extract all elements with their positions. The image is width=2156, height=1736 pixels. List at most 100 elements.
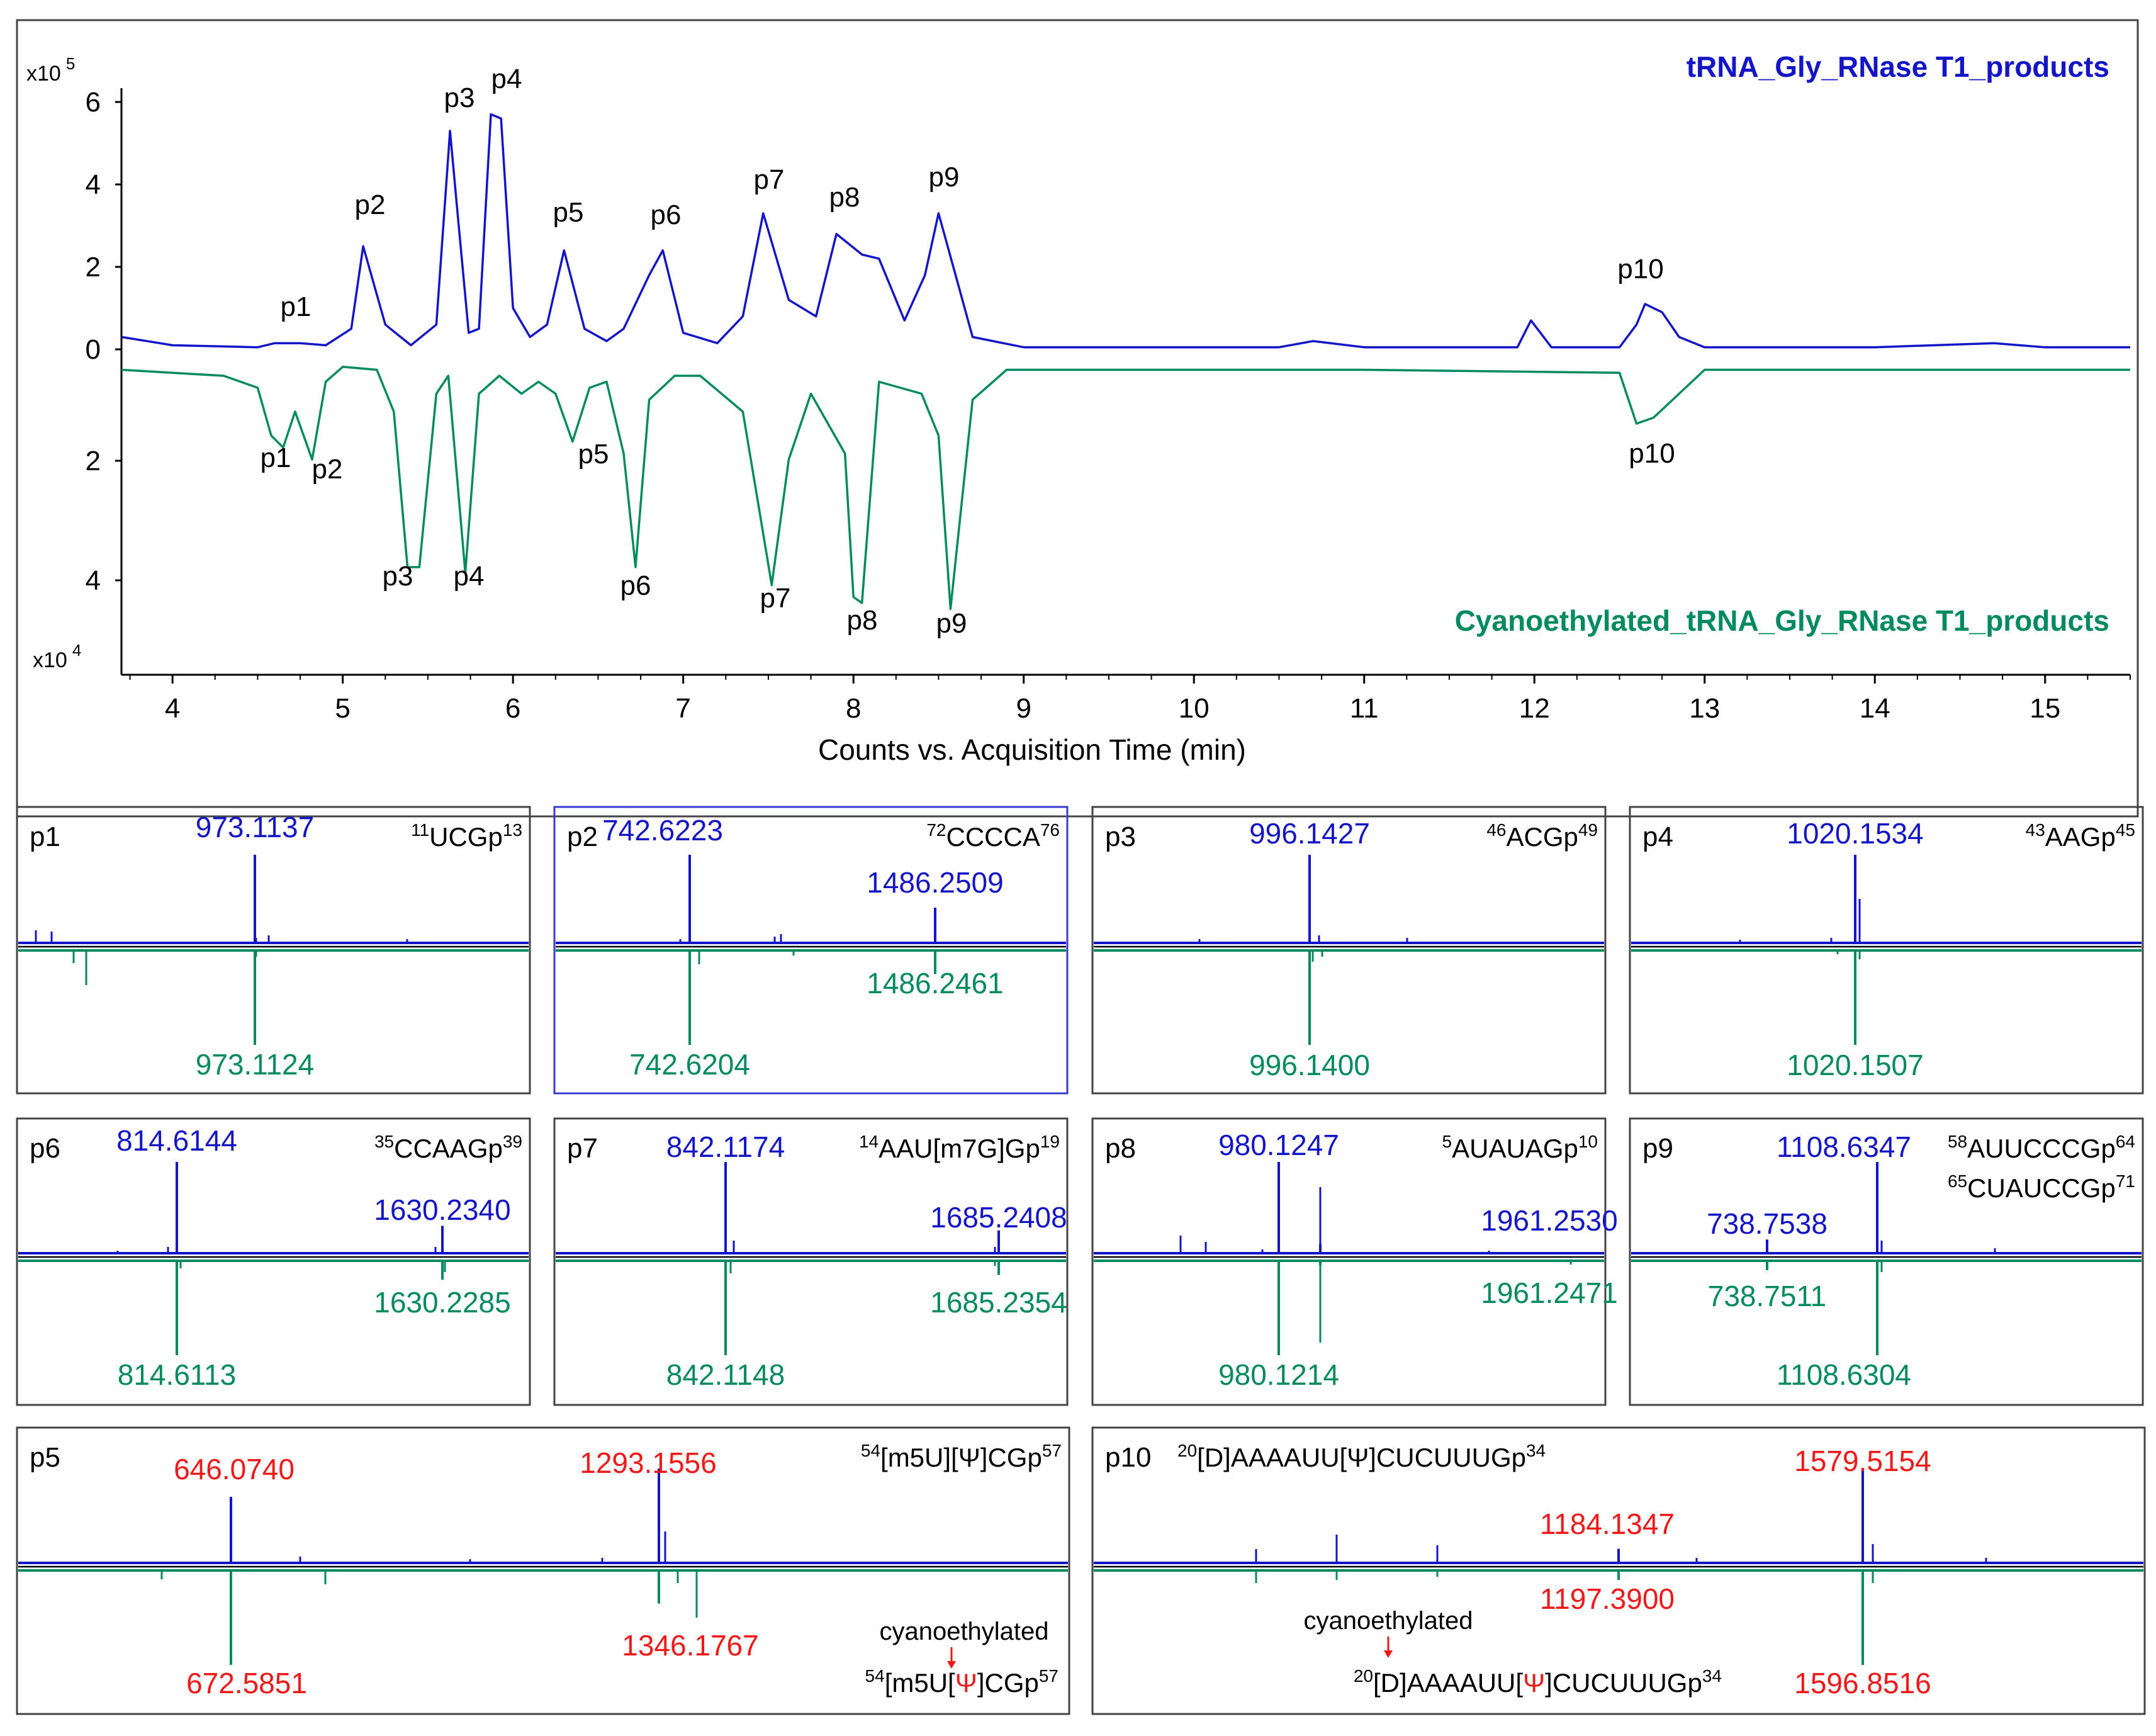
sequence-label: 46ACGp49	[1486, 820, 1598, 852]
panel-id: p10	[1105, 1442, 1151, 1473]
scale-top-label: x10 5	[26, 54, 75, 86]
mz-label-top: 1685.2408	[930, 1201, 1067, 1234]
panel-id: p9	[1642, 1133, 1673, 1164]
y-tick-label: 2	[86, 446, 101, 476]
peak-label: p9	[936, 608, 967, 639]
spectrum-panel-p6: 814.6144 814.6113 1630.2340 1630.2285 p6 35CC…	[16, 1117, 531, 1406]
spectrum-panel-p4: 1020.1534 1020.1507 p4 43AAGp45	[1629, 806, 2144, 1095]
mz-label-bottom: 738.7511	[1708, 1280, 1826, 1312]
sequence-label: 58AUUCCCGp64	[1948, 1132, 2135, 1163]
peak-label: p3	[383, 561, 413, 592]
modified-sequence-label: 20[D]AAAAUU[Ψ]CUCUUUGp34	[1354, 1666, 1722, 1698]
mz-label-top: 738.7538	[1707, 1207, 1828, 1240]
panel-id: p8	[1105, 1133, 1136, 1164]
y-tick-label: 4	[86, 565, 101, 596]
peak-label: p5	[578, 439, 609, 470]
panel-id: p6	[30, 1133, 60, 1164]
mz-label-bottom: 742.6204	[629, 1048, 750, 1081]
modified-sequence-label: 54[m5U[Ψ]CGp57	[865, 1666, 1058, 1698]
panel-id: p5	[30, 1442, 60, 1473]
y-tick-label: 0	[86, 334, 101, 365]
sequence-label: 54[m5U][Ψ]CGp57	[861, 1441, 1062, 1472]
chromatogram-frame	[16, 19, 2139, 818]
mz-label-top: 973.1137	[196, 811, 314, 843]
peak-label: p4	[491, 64, 522, 94]
panel-id: p3	[1105, 821, 1136, 852]
panel-frame	[553, 806, 1069, 1095]
mz-label-top: 1630.2340	[374, 1193, 510, 1226]
mz-label-bottom: 1685.2354	[930, 1286, 1067, 1319]
mz-label-bottom: 672.5851	[186, 1667, 307, 1699]
mod-arrow-head	[1384, 1650, 1393, 1658]
x-tick-label: 4	[165, 693, 180, 724]
mz-label-bottom: 1108.6304	[1777, 1358, 1911, 1391]
mz-label-top: 1184.1347	[1540, 1508, 1675, 1540]
mz-label-top: 842.1174	[666, 1130, 785, 1163]
peak-label: p10	[1629, 438, 1675, 469]
sequence-label: 43AAGp45	[2026, 820, 2135, 852]
panel-frame	[1629, 1117, 2144, 1406]
mz-label-top: 996.1427	[1249, 817, 1370, 850]
mz-label-bottom: 814.6113	[118, 1358, 236, 1391]
mz-label-top: 814.6144	[116, 1124, 237, 1157]
mz-label-bottom: 842.1148	[666, 1358, 785, 1391]
x-tick-label: 15	[2030, 693, 2060, 724]
mz-label-bottom: 1197.3900	[1540, 1582, 1675, 1615]
panel-frame	[16, 1426, 1070, 1715]
panel-frame	[1091, 1117, 1607, 1406]
spectrum-panel-p8: 980.1247 980.1214 1961.2530 1961.2471 p8 5AUA…	[1091, 1117, 1618, 1406]
peak-label: p7	[760, 583, 791, 614]
x-tick-label: 5	[335, 693, 350, 724]
sequence-label: 35CCAAGp39	[374, 1132, 522, 1163]
peak-label: p9	[929, 162, 960, 193]
sequence-label: 5AUAUAGp10	[1442, 1132, 1598, 1163]
scale-bottom-label: x10 4	[33, 641, 81, 672]
y-ticks-bottom: 2 4	[86, 446, 121, 596]
panel-id: p7	[567, 1133, 598, 1164]
peak-label: p4	[454, 561, 485, 592]
peak-label: p10	[1617, 254, 1663, 285]
spectrum-panel-p7: 842.1174 842.1148 1685.2408 1685.2354 p7 14AA…	[553, 1117, 1069, 1406]
panel-id: p4	[1642, 821, 1673, 852]
panel-frame	[1091, 1426, 2146, 1715]
peak-label: p8	[829, 182, 860, 213]
top-trace-title: tRNA_Gly_RNase T1_products	[1687, 50, 2109, 83]
mz-label-top: 1579.5154	[1794, 1445, 1931, 1477]
sequence-label: 14AAU[m7G]Gp19	[859, 1132, 1060, 1163]
mz-label-bottom: 980.1214	[1218, 1358, 1339, 1391]
mz-label-top: 742.6223	[602, 814, 723, 847]
panel-frame	[1629, 806, 2144, 1095]
mz-label-bottom: 1346.1767	[622, 1629, 758, 1662]
spectrum-panel-p1: 973.1137 973.1124 p1 11UCGp13	[16, 806, 531, 1095]
mz-label-top: 1020.1534	[1787, 817, 1923, 850]
mod-arrow-head	[947, 1661, 956, 1669]
y-tick-label: 4	[86, 169, 101, 200]
mz-label-top: 1961.2530	[1481, 1204, 1617, 1237]
x-tick-label: 10	[1179, 693, 1210, 724]
cyanoethylated-note: cyanoethylated	[879, 1618, 1048, 1645]
peak-labels-bottom: p1 p2 p3 p4 p5 p6 p7 p8 p9 p10	[261, 438, 1675, 639]
peak-label: p2	[355, 189, 386, 220]
mz-label-bottom: 1020.1507	[1787, 1049, 1923, 1081]
sequence-label: 11UCGp13	[411, 820, 522, 852]
peak-label: p7	[754, 164, 785, 195]
mz-label-bottom: 1596.8516	[1794, 1667, 1931, 1699]
y-ticks-top: 0 2 4 6	[86, 87, 121, 365]
x-tick-label: 6	[505, 693, 520, 724]
mz-label-top: 1293.1556	[580, 1446, 716, 1479]
spectrum-panel-p2: 742.6223 742.6204 1486.2509 1486.2461 p2 72CC…	[553, 806, 1069, 1095]
cyanoethylated-note: cyanoethylated	[1303, 1607, 1473, 1635]
spectrum-panel-p9: 738.7538 738.7511 1108.6347 1108.6304 p9 58AU…	[1629, 1117, 2144, 1406]
peak-label: p6	[620, 570, 651, 601]
chromatogram-panel: x10 5 x10 4 0 2 4 6 2 4 4 5 6 7 8 9 10 11 12 13 14 15…	[16, 19, 2139, 818]
trace-bottom-line	[121, 366, 2130, 611]
mz-label-top: 980.1247	[1218, 1129, 1339, 1161]
mz-label-top: 1108.6347	[1777, 1130, 1911, 1163]
panel-frame	[16, 1117, 531, 1406]
x-tick-label: 14	[1860, 693, 1890, 724]
peak-label: p5	[553, 197, 584, 228]
peak-label: p6	[651, 200, 682, 230]
x-ticks: 4 5 6 7 8 9 10 11 12 13 14 15	[129, 675, 2131, 724]
